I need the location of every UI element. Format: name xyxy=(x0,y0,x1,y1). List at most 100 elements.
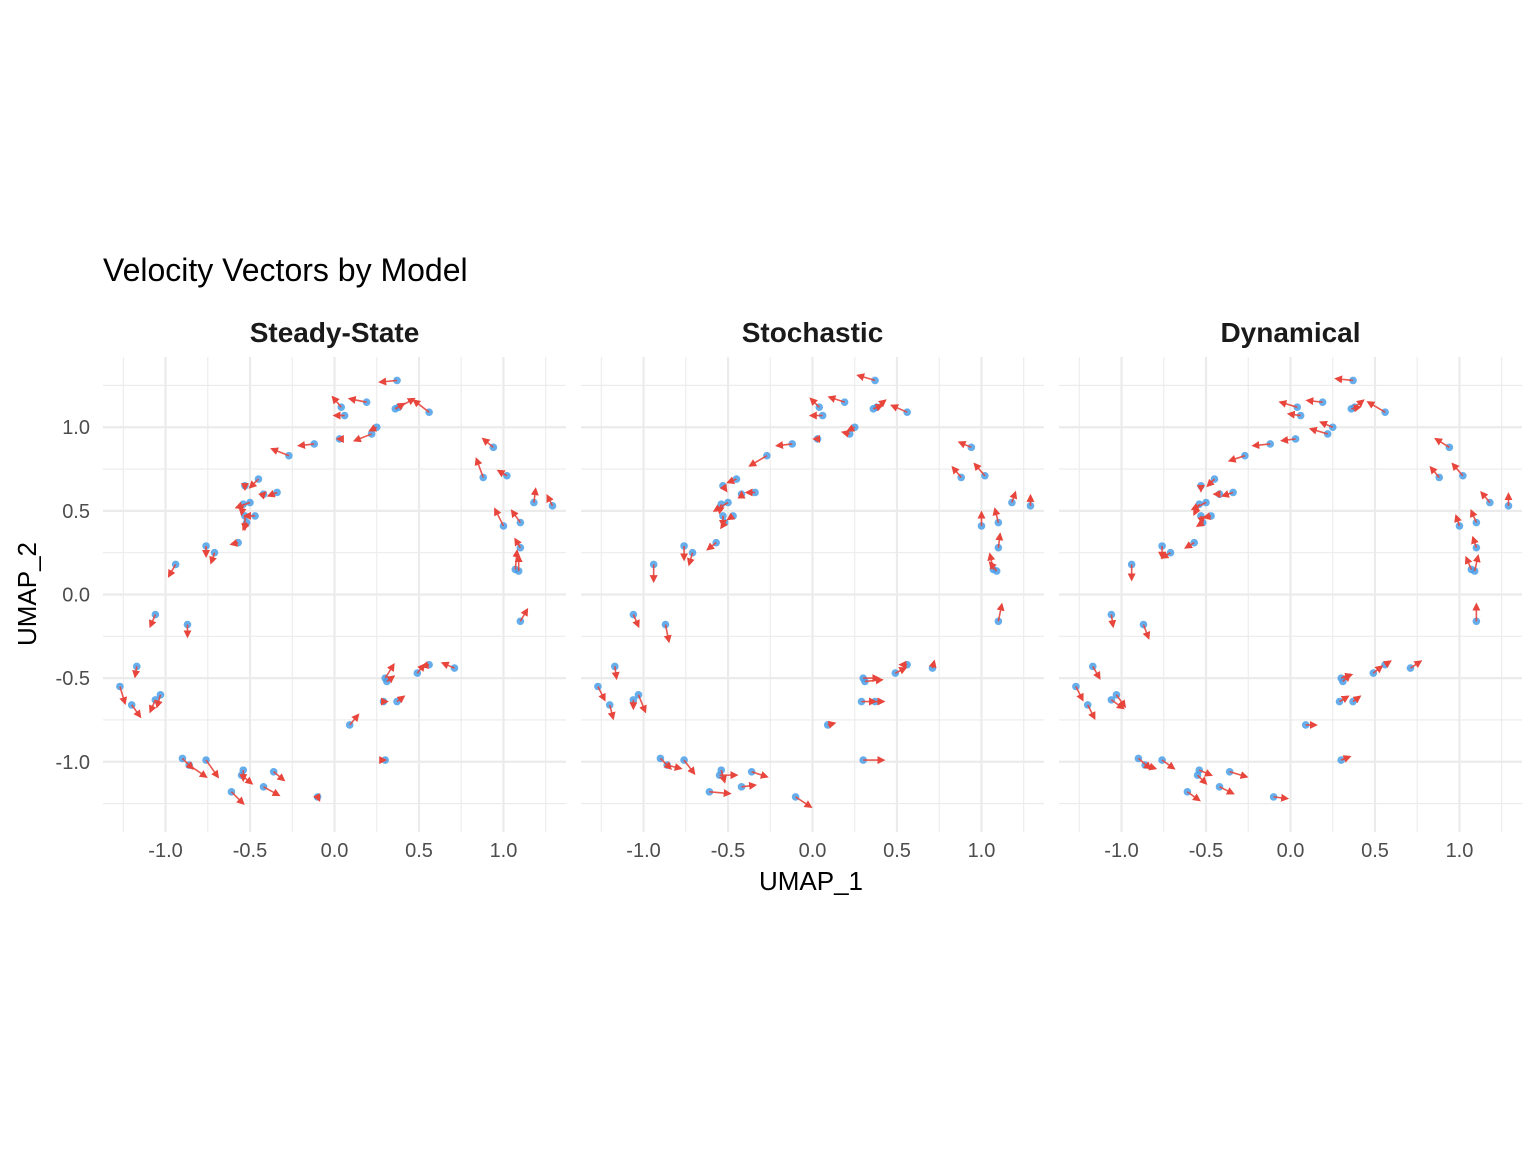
velocity-arrow xyxy=(973,462,986,477)
velocity-arrow xyxy=(1087,704,1096,721)
x-tick-label: 0.5 xyxy=(1361,840,1389,862)
velocity-arrow xyxy=(394,402,406,411)
velocity-arrow xyxy=(530,487,539,503)
cell-point xyxy=(548,502,557,510)
cell-point xyxy=(1504,502,1513,510)
velocity-arrow xyxy=(1161,759,1176,770)
velocity-arrow xyxy=(827,395,845,403)
velocity-arrow xyxy=(751,771,769,779)
cell-point xyxy=(1026,502,1035,510)
velocity-arrow xyxy=(894,667,908,675)
velocity-arrow xyxy=(1308,426,1328,435)
cell-point xyxy=(871,376,879,385)
velocity-arrow xyxy=(347,396,367,404)
cell-point xyxy=(381,756,389,764)
velocity-arrow xyxy=(1410,660,1423,669)
velocity-arrow xyxy=(440,661,455,670)
panel-title: Dynamical xyxy=(1220,317,1360,348)
x-tick-label: 1.0 xyxy=(1446,840,1474,862)
x-tick-label: 0.5 xyxy=(405,840,433,862)
velocity-arrow xyxy=(1196,774,1208,785)
velocity-arrow xyxy=(632,614,640,629)
velocity-arrow xyxy=(1319,420,1334,429)
velocity-arrow xyxy=(1472,554,1481,572)
velocity-arrow xyxy=(188,764,208,778)
velocity-arrow xyxy=(396,695,406,704)
panel-dynamical: Dynamical -1.0 -0.5 0.0 0.5 1.0 xyxy=(1059,317,1522,862)
velocity-arrow xyxy=(1334,375,1354,384)
cell-point xyxy=(310,440,319,448)
cell-point xyxy=(1225,767,1234,776)
velocity-arrow xyxy=(1454,513,1462,527)
velocity-arrow xyxy=(928,659,937,669)
velocity-arrow xyxy=(1227,454,1246,463)
velocity-arrow xyxy=(726,476,737,484)
velocity-arrow xyxy=(1198,769,1213,777)
velocity-arrow xyxy=(313,793,321,803)
velocity-arrow xyxy=(242,522,250,532)
velocity-arrow xyxy=(1278,400,1298,408)
velocity-arrow xyxy=(840,429,850,438)
velocity-arrow xyxy=(1229,771,1249,779)
velocity-arrow xyxy=(611,666,620,681)
velocity-arrow xyxy=(597,686,606,702)
velocity-arrow xyxy=(1286,410,1301,419)
velocity-arrow xyxy=(119,686,128,706)
velocity-arrow xyxy=(248,478,260,489)
velocity-arrow xyxy=(297,441,315,449)
velocity-arrow xyxy=(1273,793,1290,802)
cell-point xyxy=(1107,610,1116,619)
velocity-arrow xyxy=(420,661,430,669)
x-tick-label: -0.5 xyxy=(1189,840,1223,862)
cell-point xyxy=(273,488,281,497)
x-tick-label: -0.5 xyxy=(233,840,267,862)
velocity-arrow xyxy=(349,713,360,726)
panel-title: Steady-State xyxy=(250,317,420,348)
velocity-arrow xyxy=(1142,624,1151,640)
velocity-arrow xyxy=(663,624,672,644)
panel-stochastic: Stochastic -1.0 -0.5 0.0 0.5 1.0 xyxy=(581,317,1044,862)
velocity-arrow xyxy=(1372,665,1384,674)
velocity-arrow xyxy=(1340,755,1352,763)
velocity-arrow xyxy=(1339,695,1350,704)
velocity-arrow xyxy=(1075,686,1084,702)
x-tick-label: -1.0 xyxy=(148,840,182,862)
velocity-arrow xyxy=(890,404,908,413)
x-tick-label: 0.5 xyxy=(883,840,911,862)
velocity-arrow xyxy=(258,491,267,500)
x-tick-label: 0.0 xyxy=(321,840,349,862)
velocity-arrow xyxy=(995,532,1004,548)
velocity-arrow xyxy=(1342,673,1352,683)
velocity-arrow xyxy=(1186,791,1201,802)
velocity-arrow xyxy=(241,774,254,785)
velocity-arrow xyxy=(719,769,727,784)
y-axis-ticks: -1.0 -0.5 0.0 0.5 1.0 xyxy=(56,417,90,774)
velocity-arrow xyxy=(474,457,484,478)
x-tick-label: 0.0 xyxy=(1277,840,1305,862)
velocity-arrow xyxy=(1451,462,1464,477)
velocity-arrow xyxy=(720,520,728,530)
velocity-arrow xyxy=(1480,490,1491,504)
velocity-arrow xyxy=(827,720,837,729)
velocity-arrow xyxy=(149,614,157,629)
velocity-arrow xyxy=(131,704,142,719)
velocity-arrow xyxy=(719,483,728,493)
velocity-arrow xyxy=(229,538,239,547)
cell-point xyxy=(1072,682,1080,691)
velocity-arrow xyxy=(1471,535,1479,548)
x-tick-label: 1.0 xyxy=(968,840,996,862)
chart-title: Velocity Vectors by Model xyxy=(103,252,468,288)
x-tick-label: 1.0 xyxy=(490,840,518,862)
velocity-arrow xyxy=(1160,551,1171,559)
velocity-arrow xyxy=(988,561,998,572)
cell-point xyxy=(1215,783,1224,791)
cell-point xyxy=(1470,567,1479,575)
velocity-arrow xyxy=(154,694,163,709)
velocity-arrow xyxy=(1366,401,1386,413)
velocity-arrow xyxy=(132,666,141,679)
velocity-arrow xyxy=(709,789,732,798)
panel-steady-state: Steady-State -1.0 -0.5 0.0 0.5 1.0 xyxy=(103,317,566,862)
y-axis-label: UMAP_2 xyxy=(12,542,42,646)
velocity-arrow xyxy=(683,759,696,776)
velocity-arrow xyxy=(951,465,962,478)
